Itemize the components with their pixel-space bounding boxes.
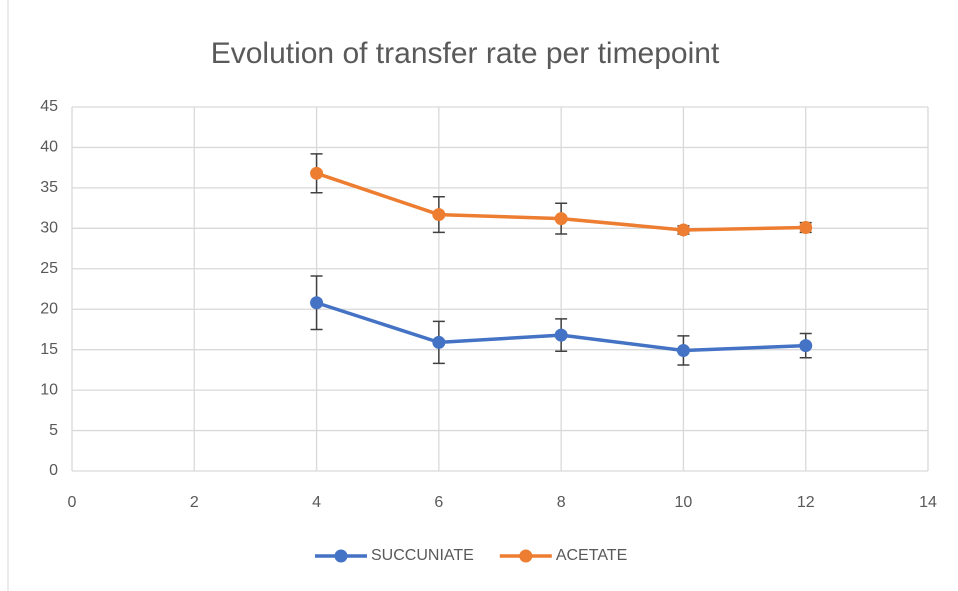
x-tick-label: 10 [675,494,693,511]
y-tick-label: 0 [49,462,58,479]
data-point [310,296,324,310]
legend-label: ACETATE [556,547,627,564]
x-tick-label: 4 [312,494,321,511]
y-tick-label: 25 [40,260,58,277]
x-tick-label: 0 [68,494,77,511]
x-tick-label: 8 [557,494,566,511]
y-tick-label: 15 [40,341,58,358]
x-tick-label: 2 [190,494,199,511]
legend-marker [334,549,348,563]
x-tick-label: 14 [919,494,937,511]
chart-title: Evolution of transfer rate per timepoint [211,37,720,70]
y-tick-label: 35 [40,179,58,196]
y-tick-label: 5 [49,422,58,439]
y-tick-label: 30 [40,220,58,237]
data-point [554,328,568,342]
legend-marker [519,549,533,563]
data-point [554,212,568,226]
legend-label: SUCCUNIATE [371,547,474,564]
y-tick-label: 45 [40,98,58,115]
x-tick-label: 12 [797,494,815,511]
y-tick-label: 20 [40,300,58,317]
data-point [432,208,446,222]
data-point [676,223,690,237]
data-point [676,343,690,357]
y-tick-label: 10 [40,381,58,398]
data-point [310,166,324,180]
data-point [799,339,813,353]
y-tick-label: 40 [40,139,58,156]
x-tick-label: 6 [434,494,443,511]
data-point [432,335,446,349]
data-point [799,221,813,235]
